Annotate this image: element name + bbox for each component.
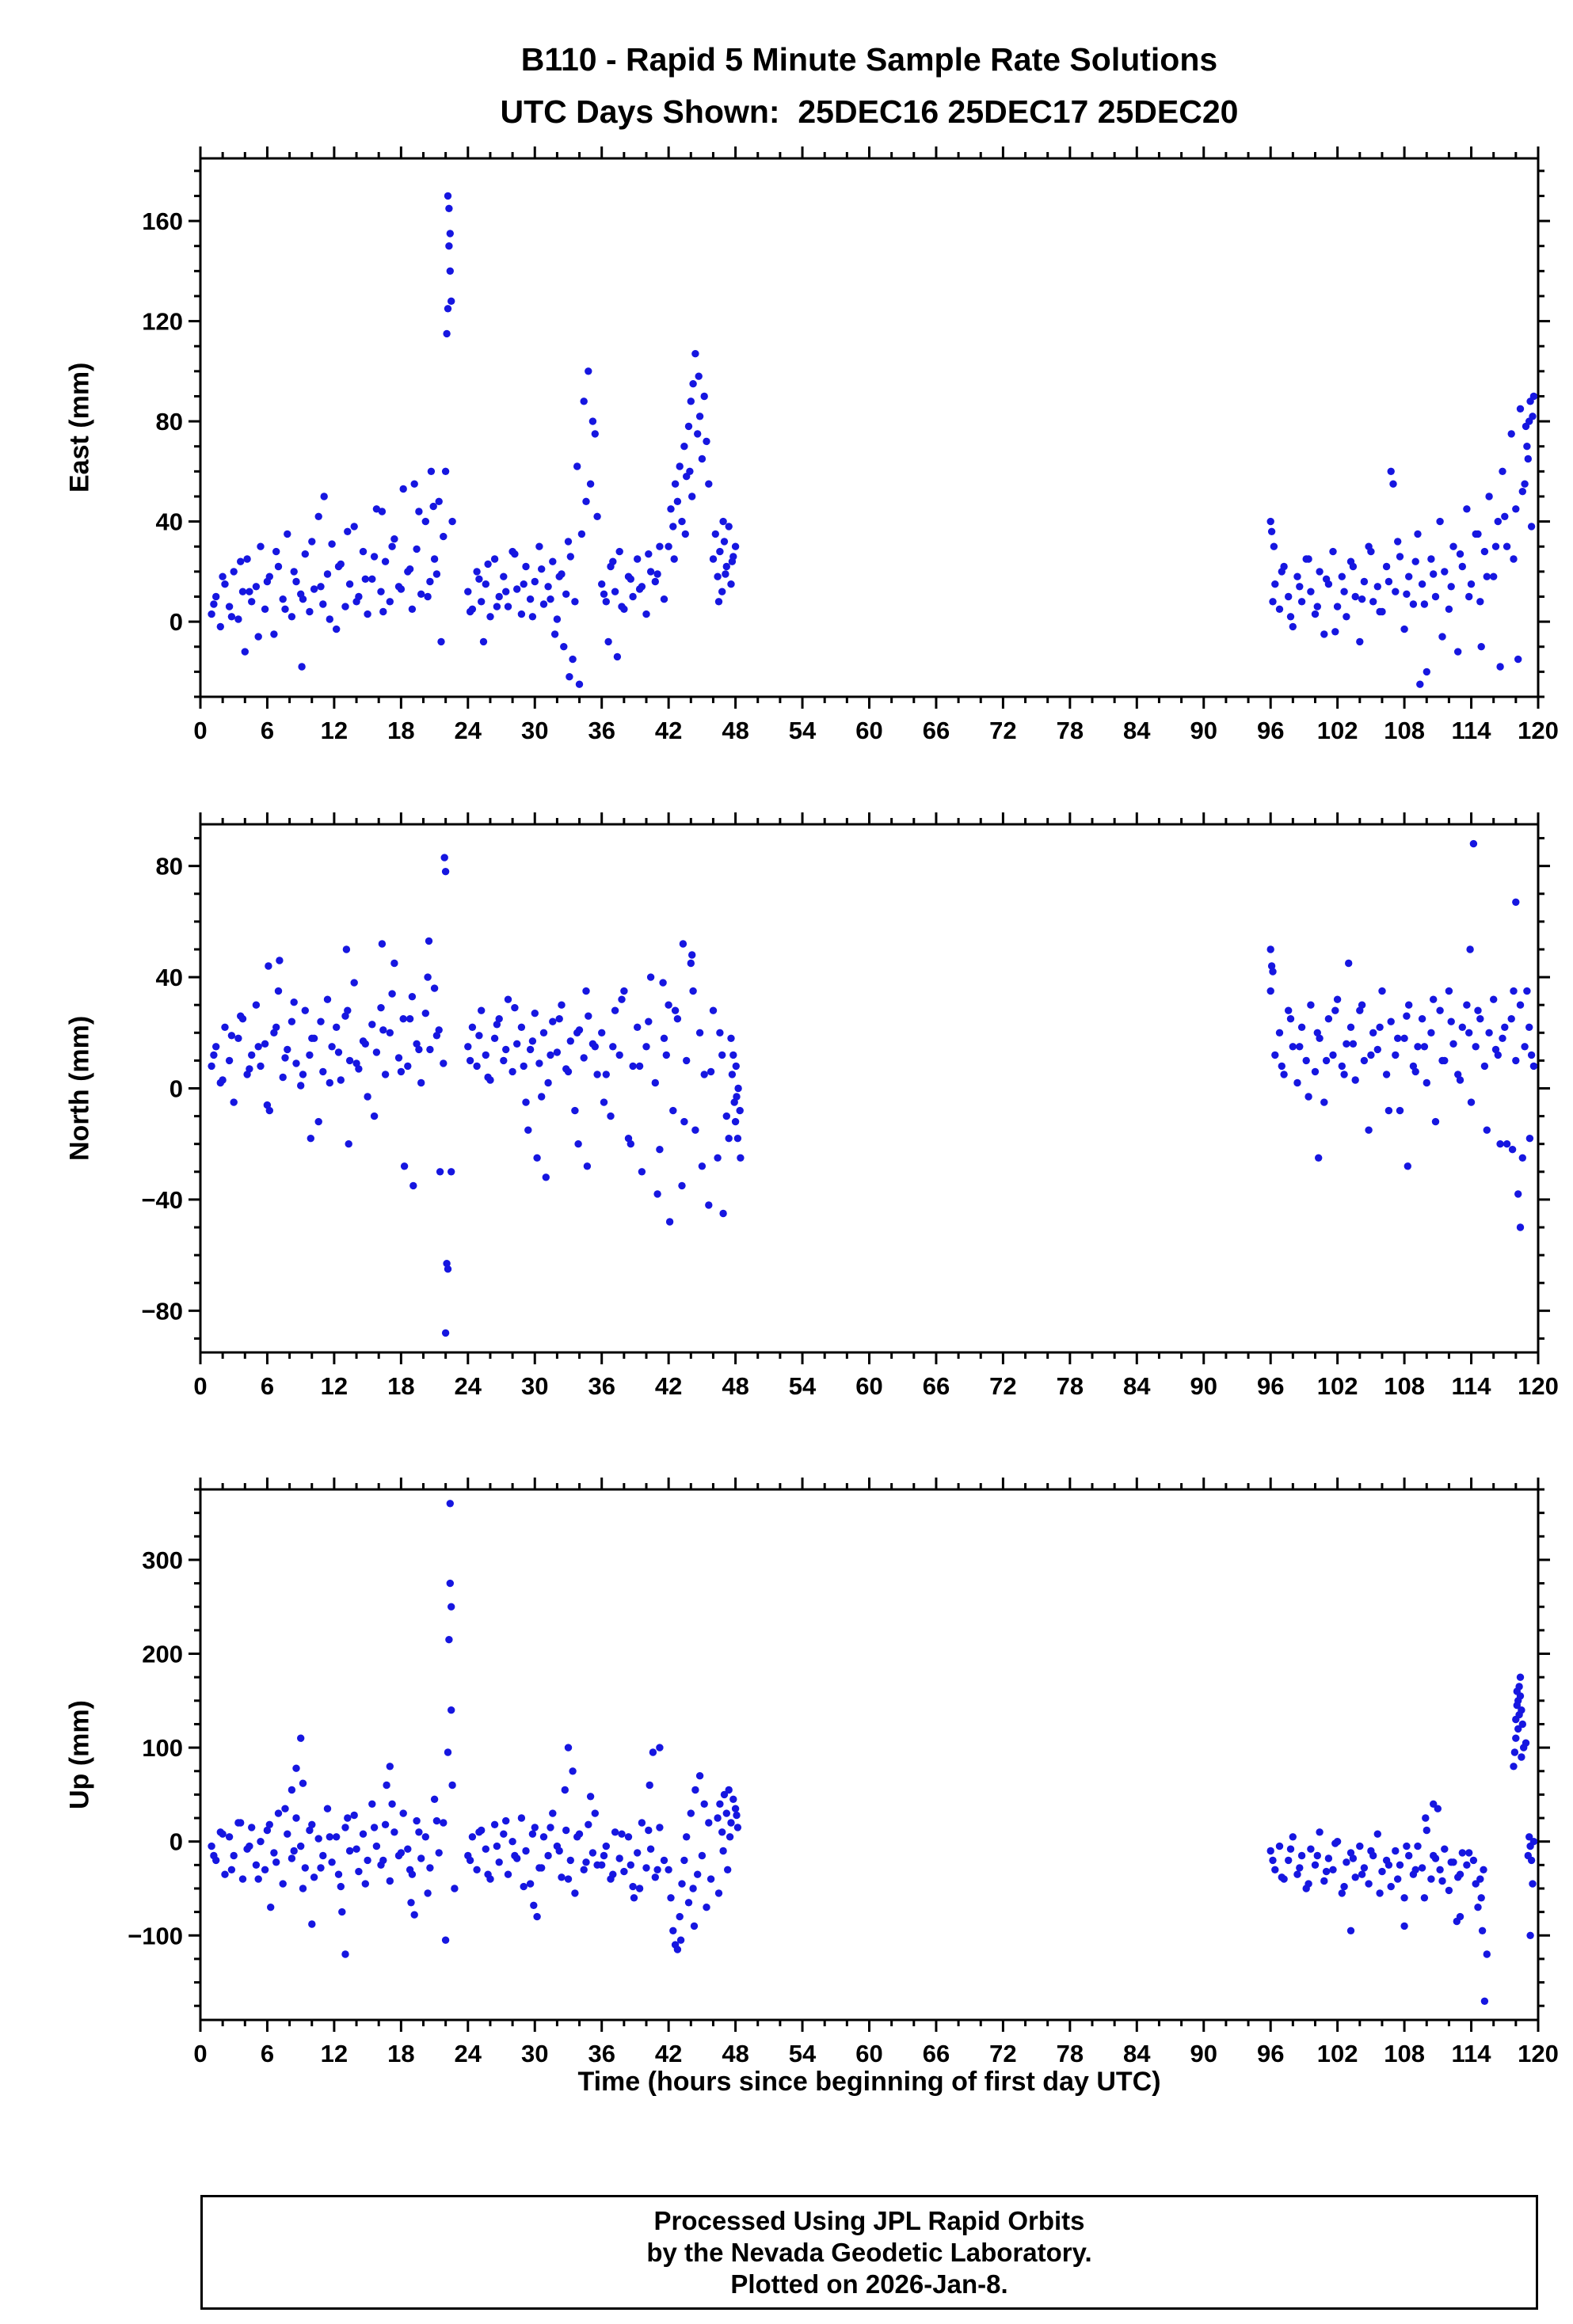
- x-tick-label: 120: [1518, 717, 1559, 744]
- x-tick-label: 108: [1384, 717, 1425, 744]
- x-tick-label: 72: [989, 717, 1016, 744]
- plot-frame: [199, 1488, 1540, 2022]
- east-points: [208, 192, 1538, 688]
- x-tick-label: 78: [1057, 717, 1084, 744]
- y-tick-label: 0: [169, 1828, 183, 1856]
- north-points: [208, 839, 1538, 1337]
- plot-frame: [199, 157, 1540, 698]
- x-tick-label: 42: [655, 717, 682, 744]
- x-tick-label: 72: [989, 2040, 1016, 2067]
- y-tick-label: 80: [156, 408, 183, 436]
- y-tick-label: 40: [156, 964, 183, 991]
- x-tick-label: 120: [1518, 1372, 1559, 1400]
- plot-frame: [199, 823, 1540, 1354]
- footer-line-3: Plotted on 2026-Jan-8.: [730, 2269, 1008, 2299]
- y-tick-label: −40: [141, 1186, 183, 1214]
- up-points: [208, 1500, 1538, 2005]
- x-tick-label: 0: [193, 717, 207, 744]
- panel-east: 0 6 12 18 24 30 36 42 48 54 60 66 72 78 84 90 96 102 108 11…: [142, 146, 1559, 744]
- y-tick-label: 0: [169, 608, 183, 636]
- x-tick-label: 42: [655, 2040, 682, 2067]
- x-tick-label: 42: [655, 1372, 682, 1400]
- x-tick-label: 72: [989, 1372, 1016, 1400]
- x-tick-label: 24: [455, 1372, 482, 1400]
- x-tick-label: 54: [789, 717, 817, 744]
- x-tick-label: 60: [855, 2040, 882, 2067]
- y-tick-label: 120: [142, 308, 183, 336]
- x-tick-label: 84: [1123, 717, 1151, 744]
- x-tick-label: 36: [588, 1372, 615, 1400]
- y-tick-label: 100: [142, 1734, 183, 1762]
- y-tick-label: 160: [142, 207, 183, 235]
- x-tick-label: 102: [1317, 2040, 1358, 2067]
- x-tick-label: 48: [722, 717, 748, 744]
- x-tick-label: 36: [588, 717, 615, 744]
- footer-line-2: by the Nevada Geodetic Laboratory.: [646, 2237, 1092, 2267]
- x-tick-label: 24: [455, 2040, 482, 2067]
- chart-title: B110 - Rapid 5 Minute Sample Rate Soluti…: [520, 41, 1218, 78]
- x-tick-label: 54: [789, 2040, 817, 2067]
- x-tick-label: 36: [588, 2040, 615, 2067]
- x-tick-label: 48: [722, 1372, 748, 1400]
- y-axis-label-up: Up (mm): [64, 1700, 95, 1809]
- x-tick-label: 18: [387, 2040, 414, 2067]
- footer-line-1: Processed Using JPL Rapid Orbits: [653, 2205, 1085, 2235]
- x-tick-label: 108: [1384, 1372, 1425, 1400]
- x-tick-label: 12: [321, 717, 348, 744]
- x-tick-label: 30: [521, 2040, 548, 2067]
- x-tick-label: 60: [855, 717, 882, 744]
- x-tick-label: 60: [855, 1372, 882, 1400]
- x-tick-label: 66: [923, 717, 950, 744]
- x-tick-label: 6: [261, 717, 274, 744]
- x-tick-label: 12: [321, 2040, 348, 2067]
- panel-up: 0 6 12 18 24 30 36 42 48 54 60 66 72 78 84 90 96 102 108 11…: [128, 1478, 1559, 2067]
- x-axis-title: Time (hours since beginning of first day…: [577, 2067, 1161, 2097]
- x-tick-label: 96: [1257, 2040, 1284, 2067]
- x-tick-label: 0: [193, 2040, 207, 2067]
- chart-subtitle: UTC Days Shown: 25DEC16 25DEC17 25DEC20: [500, 93, 1239, 130]
- x-tick-label: 24: [455, 717, 482, 744]
- x-tick-label: 96: [1257, 717, 1284, 744]
- x-tick-label: 90: [1190, 717, 1217, 744]
- x-tick-label: 54: [789, 1372, 817, 1400]
- footer-box: Processed Using JPL Rapid Orbits by the …: [200, 2195, 1538, 2310]
- x-tick-label: 0: [193, 1372, 207, 1400]
- y-axis-label-north: North (mm): [64, 1015, 95, 1162]
- panel-north: 0 6 12 18 24 30 36 42 48 54 60 66 72 78 84 90 96 102 108 11…: [141, 812, 1559, 1400]
- x-tick-label: 78: [1057, 2040, 1084, 2067]
- x-tick-label: 96: [1257, 1372, 1284, 1400]
- x-tick-label: 30: [521, 1372, 548, 1400]
- x-tick-label: 84: [1123, 1372, 1151, 1400]
- y-axis-label-east: East (mm): [64, 362, 95, 493]
- x-tick-label: 48: [722, 2040, 748, 2067]
- y-tick-label: 0: [169, 1075, 183, 1103]
- x-tick-label: 102: [1317, 717, 1358, 744]
- x-tick-label: 90: [1190, 2040, 1217, 2067]
- y-tick-label: −80: [141, 1297, 183, 1325]
- x-tick-label: 66: [923, 1372, 950, 1400]
- y-tick-label: 80: [156, 853, 183, 881]
- x-tick-label: 30: [521, 717, 548, 744]
- x-tick-label: 114: [1452, 717, 1492, 744]
- x-tick-label: 66: [923, 2040, 950, 2067]
- x-tick-label: 120: [1518, 2040, 1559, 2067]
- y-tick-label: −100: [128, 1922, 183, 1949]
- x-tick-label: 108: [1384, 2040, 1425, 2067]
- x-tick-label: 84: [1123, 2040, 1151, 2067]
- x-tick-label: 78: [1057, 1372, 1084, 1400]
- x-tick-label: 18: [387, 1372, 414, 1400]
- y-tick-label: 40: [156, 508, 183, 536]
- x-tick-label: 12: [321, 1372, 348, 1400]
- x-tick-label: 114: [1452, 1372, 1492, 1400]
- x-tick-label: 6: [261, 2040, 274, 2067]
- x-tick-label: 102: [1317, 1372, 1358, 1400]
- x-tick-label: 90: [1190, 1372, 1217, 1400]
- x-tick-label: 114: [1452, 2040, 1492, 2067]
- y-tick-label: 300: [142, 1546, 183, 1574]
- x-tick-label: 18: [387, 717, 414, 744]
- y-tick-label: 200: [142, 1641, 183, 1668]
- x-tick-label: 6: [261, 1372, 274, 1400]
